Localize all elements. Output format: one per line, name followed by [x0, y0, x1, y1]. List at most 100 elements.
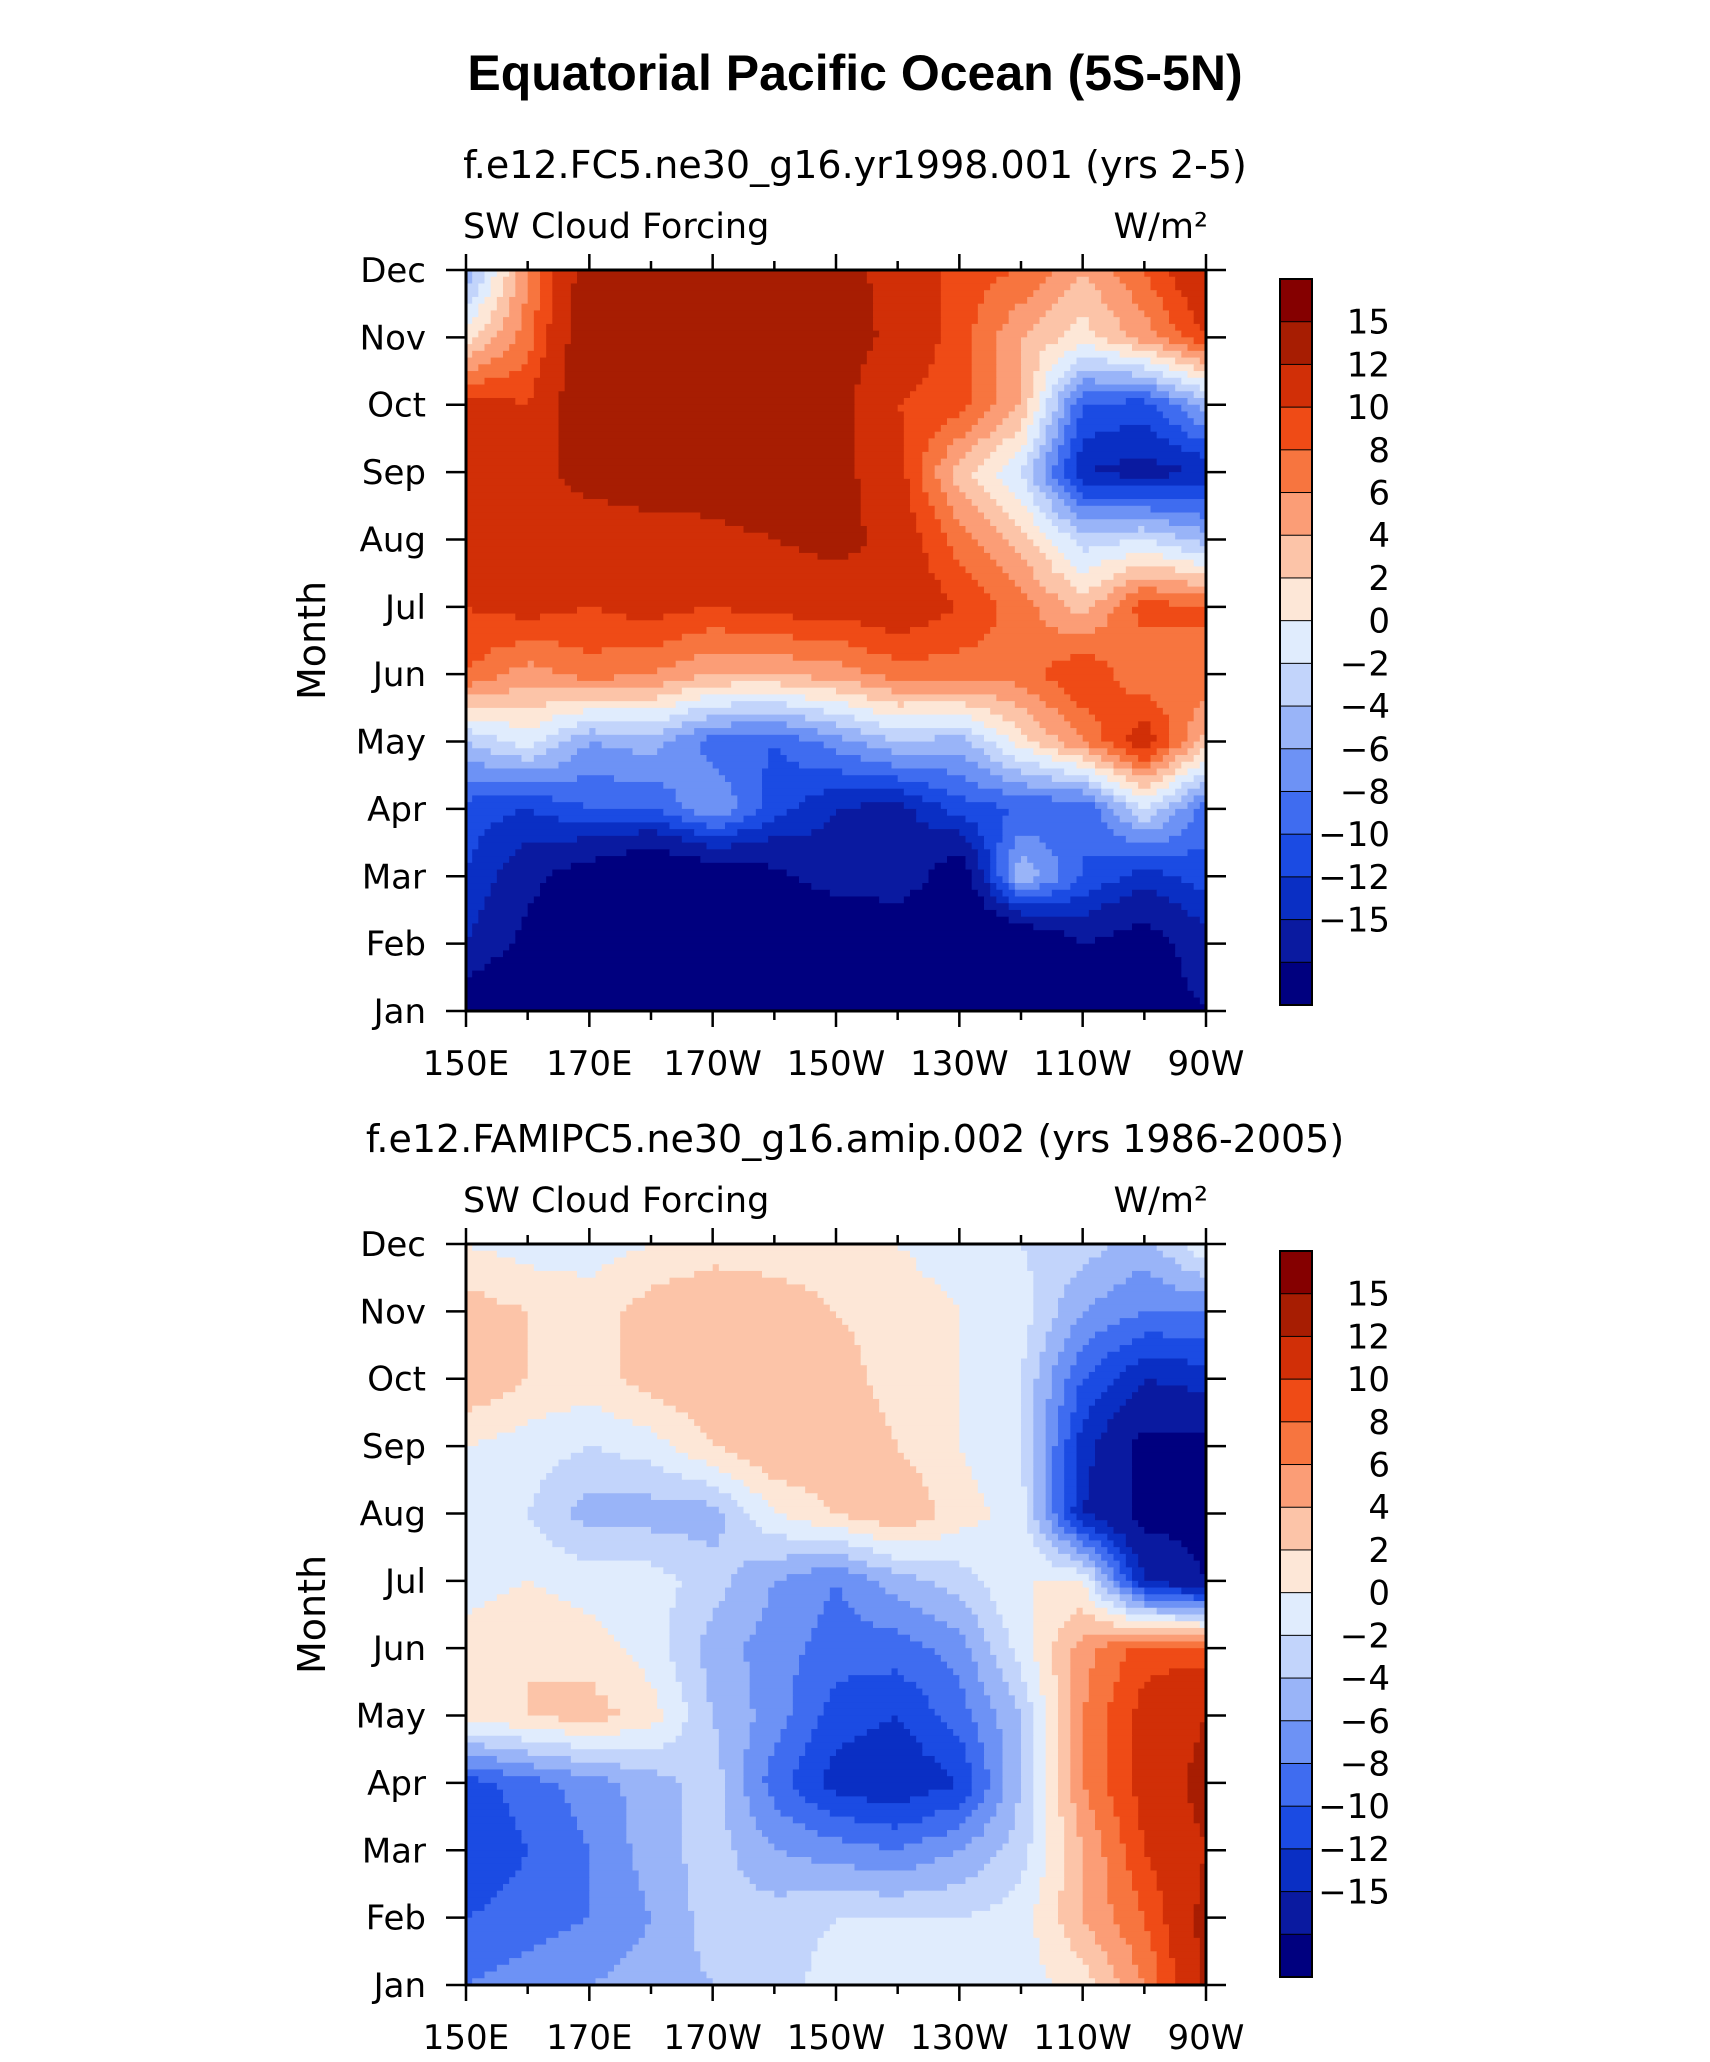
heatmap-cell [1039, 1688, 1059, 1696]
heatmap-cell [1033, 1931, 1065, 1939]
heatmap-cell [1175, 384, 1201, 392]
heatmap-cell [688, 1715, 714, 1723]
heatmap-cell [527, 1749, 720, 1757]
panel-2: f.e12.FAMIPC5.ne30_g16.amip.002 (yrs 198… [290, 1117, 1390, 2058]
heatmap-cell [466, 303, 479, 312]
heatmap-cell [903, 701, 967, 709]
heatmap-cell [1051, 519, 1071, 527]
heatmap-cell [984, 1634, 1010, 1643]
heatmap-cell [1144, 1574, 1206, 1582]
heatmap-cell [527, 1850, 590, 1858]
heatmap-cell [977, 1574, 1090, 1582]
heatmap-cell [731, 721, 788, 729]
heatmap-cell [570, 1513, 726, 1521]
heatmap-cell [922, 451, 948, 460]
heatmap-cell [1187, 977, 1206, 985]
heatmap-cell [478, 303, 498, 312]
heatmap-cell [712, 1264, 720, 1272]
colorbar-box [1279, 705, 1313, 750]
heatmap-cell [1033, 573, 1065, 581]
heatmap-cell [984, 876, 991, 884]
colorbar-box [1279, 492, 1313, 537]
heatmap-cell [873, 296, 942, 305]
heatmap-cell [718, 1742, 751, 1750]
heatmap-cell [860, 499, 911, 507]
heatmap-cell [990, 283, 1041, 291]
heatmap-cell [515, 1257, 615, 1265]
heatmap-cell [1039, 694, 1071, 702]
y-tick-label: Mar [362, 1831, 426, 1871]
heatmap-cell [1064, 1466, 1078, 1474]
heatmap-cell [1051, 559, 1071, 567]
heatmap-cell [959, 1560, 1053, 1568]
heatmap-cell [996, 1715, 1022, 1723]
heatmap-cell [1027, 330, 1065, 338]
heatmap-cell [971, 472, 997, 480]
heatmap-cell [589, 1843, 634, 1851]
heatmap-cell [694, 606, 732, 615]
heatmap-cell [848, 640, 979, 648]
heatmap-cell [675, 1587, 726, 1595]
heatmap-cell [1033, 1823, 1047, 1831]
heatmap-cell [1193, 418, 1206, 426]
heatmap-cell [1156, 1958, 1176, 1966]
heatmap-cell [1008, 1890, 1041, 1899]
heatmap-cell [466, 1425, 516, 1434]
heatmap-cell [490, 283, 504, 291]
heatmap-cell [1058, 546, 1084, 554]
heatmap-cell [743, 815, 775, 823]
heatmap-cell [472, 660, 529, 669]
heatmap-cell [688, 1897, 1004, 1905]
heatmap-cell [669, 714, 708, 722]
heatmap-cell [897, 775, 967, 783]
heatmap-cell [466, 290, 479, 298]
heatmap-cell [1138, 1358, 1189, 1366]
heatmap-cell [940, 283, 991, 291]
heatmap-cell [515, 613, 541, 621]
heatmap-cell [1082, 1729, 1108, 1737]
heatmap-cell [786, 1277, 936, 1286]
heatmap-cell [1187, 728, 1206, 736]
heatmap-cell [1169, 734, 1189, 743]
heatmap-cell [1169, 721, 1189, 729]
heatmap-cell [823, 1931, 1034, 1939]
heatmap-cell [564, 1789, 621, 1797]
heatmap-cell [1045, 1776, 1059, 1784]
heatmap-cell [965, 1641, 991, 1649]
heatmap-cell [1045, 1722, 1059, 1730]
heatmap-cell [1033, 1318, 1053, 1326]
heatmap-cell [589, 1897, 646, 1905]
heatmap-cell [1119, 1547, 1133, 1555]
heatmap-cell [1169, 438, 1206, 446]
heatmap-cell [694, 1419, 886, 1427]
heatmap-cell [521, 1951, 627, 1959]
heatmap-cell [620, 1958, 701, 1966]
heatmap-cell [891, 687, 1028, 695]
heatmap-cell [466, 768, 720, 776]
heatmap-cell [1169, 1668, 1206, 1676]
heatmap-cell [1082, 869, 1133, 877]
heatmap-cell [1138, 1971, 1158, 1979]
heatmap-cell [1064, 1378, 1084, 1387]
heatmap-cell [694, 674, 812, 682]
heatmap-cell [466, 1607, 473, 1616]
heatmap-cell [1002, 822, 1108, 830]
heatmap-cell [1008, 808, 1102, 817]
heatmap-cell [971, 391, 997, 399]
heatmap-cell [922, 795, 967, 803]
heatmap-cell [1082, 1607, 1108, 1616]
heatmap-cell [527, 296, 541, 305]
heatmap-cell [1181, 290, 1206, 298]
heatmap-cell [916, 808, 948, 817]
heatmap-cell [1095, 344, 1133, 352]
heatmap-cell [996, 1601, 1034, 1609]
heatmap-cell [977, 418, 1004, 426]
heatmap-cell [1181, 970, 1206, 978]
heatmap-cell [971, 1708, 997, 1717]
heatmap-cell [1107, 1324, 1206, 1333]
heatmap-cell [1033, 748, 1059, 756]
heatmap-cell [1021, 377, 1034, 386]
heatmap-cell [1027, 1520, 1041, 1528]
heatmap-cell [490, 1398, 664, 1407]
heatmap-cell [959, 1398, 1022, 1407]
